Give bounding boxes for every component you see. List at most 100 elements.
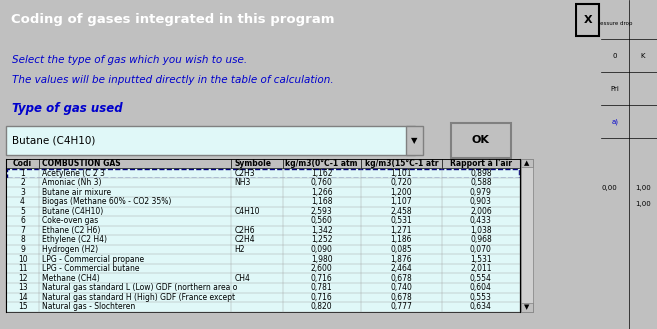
Text: 5: 5 [20, 207, 25, 216]
FancyBboxPatch shape [6, 273, 520, 283]
Text: 2,600: 2,600 [311, 264, 332, 273]
Text: 1,252: 1,252 [311, 236, 332, 244]
FancyBboxPatch shape [6, 292, 520, 302]
Text: K: K [641, 53, 645, 59]
Text: 1,00: 1,00 [635, 201, 651, 207]
Text: 0,716: 0,716 [311, 293, 332, 302]
FancyBboxPatch shape [6, 126, 415, 155]
Text: 13: 13 [18, 283, 28, 292]
Text: 0,560: 0,560 [311, 216, 332, 225]
Text: Natural gas standard H (High) GDF (France except: Natural gas standard H (High) GDF (Franc… [42, 293, 235, 302]
Text: 9: 9 [20, 245, 25, 254]
FancyBboxPatch shape [6, 168, 520, 178]
Text: Amoniac (Nh 3): Amoniac (Nh 3) [42, 178, 102, 187]
Text: Select the type of gas which you wish to use.: Select the type of gas which you wish to… [12, 55, 247, 65]
Text: 0,588: 0,588 [470, 178, 491, 187]
Text: Acetylene (C 2 3: Acetylene (C 2 3 [42, 168, 105, 178]
Text: 0,979: 0,979 [470, 188, 492, 197]
Text: 1,980: 1,980 [311, 255, 332, 264]
Text: Butane (C4H10): Butane (C4H10) [12, 135, 95, 145]
Text: Ethylene (C2 H4): Ethylene (C2 H4) [42, 236, 107, 244]
Text: Methane (CH4): Methane (CH4) [42, 274, 100, 283]
Text: 0,777: 0,777 [390, 302, 412, 311]
FancyBboxPatch shape [6, 235, 520, 245]
Text: 1,531: 1,531 [470, 255, 491, 264]
Text: 0,720: 0,720 [390, 178, 412, 187]
Text: 0,678: 0,678 [390, 274, 412, 283]
Text: Butane air mixure: Butane air mixure [42, 188, 111, 197]
Text: Pri: Pri [610, 86, 620, 92]
Text: 0,968: 0,968 [470, 236, 492, 244]
Text: Rapport à l'air: Rapport à l'air [450, 159, 512, 168]
FancyBboxPatch shape [6, 283, 520, 292]
Text: 12: 12 [18, 274, 28, 283]
Text: 3: 3 [20, 188, 25, 197]
Text: C2H3: C2H3 [235, 168, 255, 178]
Text: 0,554: 0,554 [470, 274, 492, 283]
Text: C4H10: C4H10 [235, 207, 260, 216]
Text: 1,162: 1,162 [311, 168, 332, 178]
Text: 0,716: 0,716 [311, 274, 332, 283]
Text: 0,00: 0,00 [602, 185, 618, 190]
Text: The values will be inputted directly in the table of calculation.: The values will be inputted directly in … [12, 75, 334, 85]
Text: 2: 2 [20, 178, 25, 187]
Text: ▼: ▼ [411, 136, 417, 145]
Text: Coding of gases integrated in this program: Coding of gases integrated in this progr… [11, 13, 335, 26]
Text: 2,458: 2,458 [390, 207, 412, 216]
Text: 1: 1 [20, 168, 25, 178]
Text: 11: 11 [18, 264, 28, 273]
FancyBboxPatch shape [6, 264, 520, 273]
Text: 2,006: 2,006 [470, 207, 492, 216]
Text: 1,101: 1,101 [390, 168, 412, 178]
Text: 14: 14 [18, 293, 28, 302]
Text: 0,085: 0,085 [390, 245, 412, 254]
Text: CH4: CH4 [235, 274, 250, 283]
Text: 1,168: 1,168 [311, 197, 332, 206]
Text: a): a) [612, 118, 619, 125]
Text: ▼: ▼ [524, 304, 530, 310]
Text: Type of gas used: Type of gas used [12, 102, 123, 115]
Text: Natural gas - Slochteren: Natural gas - Slochteren [42, 302, 135, 311]
Text: 0,634: 0,634 [470, 302, 492, 311]
Text: OK: OK [472, 135, 490, 145]
FancyBboxPatch shape [520, 303, 533, 312]
Text: Symbole: Symbole [235, 159, 271, 168]
Text: Coke-oven gas: Coke-oven gas [42, 216, 99, 225]
Text: 1,038: 1,038 [470, 226, 491, 235]
Text: 0,781: 0,781 [311, 283, 332, 292]
Text: 8: 8 [20, 236, 25, 244]
Text: 2,593: 2,593 [311, 207, 332, 216]
FancyBboxPatch shape [6, 207, 520, 216]
Text: 0,903: 0,903 [470, 197, 492, 206]
Text: Ethane (C2 H6): Ethane (C2 H6) [42, 226, 101, 235]
Text: NH3: NH3 [235, 178, 251, 187]
Text: 1,107: 1,107 [390, 197, 412, 206]
Text: Hydrogen (H2): Hydrogen (H2) [42, 245, 98, 254]
Text: 0,433: 0,433 [470, 216, 492, 225]
FancyBboxPatch shape [6, 188, 520, 197]
Text: 7: 7 [20, 226, 25, 235]
Text: Biogas (Methane 60% - CO2 35%): Biogas (Methane 60% - CO2 35%) [42, 197, 171, 206]
Text: 2,011: 2,011 [470, 264, 491, 273]
FancyBboxPatch shape [451, 123, 511, 158]
Text: 0,898: 0,898 [470, 168, 491, 178]
Text: 1,186: 1,186 [390, 236, 412, 244]
Text: ▲: ▲ [524, 160, 530, 166]
FancyBboxPatch shape [576, 4, 599, 36]
Text: 1,876: 1,876 [390, 255, 412, 264]
Text: X: X [583, 15, 593, 25]
Text: 0,678: 0,678 [390, 293, 412, 302]
Text: 1,266: 1,266 [311, 188, 332, 197]
Text: 0,760: 0,760 [311, 178, 332, 187]
Text: 0,820: 0,820 [311, 302, 332, 311]
Text: Butane (C4H10): Butane (C4H10) [42, 207, 103, 216]
Text: 0,553: 0,553 [470, 293, 492, 302]
Text: 0,531: 0,531 [390, 216, 412, 225]
FancyBboxPatch shape [6, 245, 520, 254]
Text: 2,464: 2,464 [390, 264, 412, 273]
Text: kg/m3(15°C-1 atr: kg/m3(15°C-1 atr [365, 159, 438, 168]
Text: LPG - Commercial butane: LPG - Commercial butane [42, 264, 139, 273]
Text: C2H6: C2H6 [235, 226, 255, 235]
Text: 1,342: 1,342 [311, 226, 332, 235]
Text: 1,200: 1,200 [390, 188, 412, 197]
